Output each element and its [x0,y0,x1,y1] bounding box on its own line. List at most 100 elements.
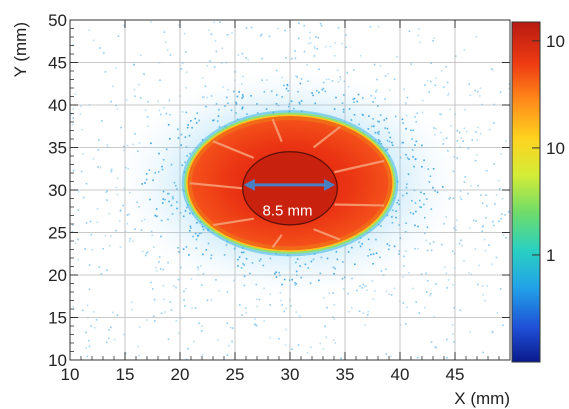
count-dot [467,192,469,195]
count-dot [485,194,487,196]
count-dot [108,244,111,247]
count-dot [429,80,432,83]
count-dot [361,287,364,289]
count-dot [154,320,156,322]
count-dot [106,190,108,193]
count-dot [498,187,501,190]
count-dot [74,242,77,244]
count-dot [226,354,229,356]
count-dot [84,248,86,250]
segment-gap [212,140,255,159]
count-dot [432,40,434,42]
count-dot [365,285,367,287]
count-dot [159,268,162,270]
y-tick-label: 45 [48,54,67,73]
count-dot [183,290,185,293]
count-dot [447,94,449,97]
count-dot [496,312,499,314]
count-dot [493,163,495,165]
count-dot [231,340,233,343]
count-dot [491,331,493,334]
count-dot [129,237,131,240]
count-dot [345,46,347,48]
count-dot [72,117,74,119]
count-dot [277,27,279,30]
count-dot [396,56,398,58]
count-dot [247,58,249,61]
count-dot [447,92,450,95]
count-dot [112,311,114,314]
count-dot [283,310,285,313]
count-dot [201,354,204,356]
count-dot [310,346,312,348]
count-dot [440,113,442,116]
count-dot [403,88,405,91]
count-dot [138,326,141,328]
count-dot [372,298,375,300]
count-dot [285,307,288,310]
count-dot [218,289,221,292]
count-dot [473,219,475,222]
count-dot [377,25,380,28]
count-dot [333,339,335,341]
count-dot [90,233,93,236]
count-dot [433,316,436,318]
count-dot [479,95,481,97]
count-dot [100,166,102,169]
x-axis-title: X (mm) [454,389,510,408]
count-dot [363,285,366,288]
count-dot [441,243,443,246]
count-dot [477,90,479,93]
count-dot [387,73,390,75]
arrow-head-right [324,178,336,191]
count-dot [152,315,155,318]
count-dot [237,54,240,56]
count-dot [90,325,92,327]
count-dot [366,289,368,291]
count-dot [324,45,327,48]
count-dot [116,108,119,110]
count-dot [92,39,95,42]
count-dot [178,24,180,27]
count-dot [183,32,186,35]
count-dot [160,312,163,315]
count-dot [96,221,99,224]
count-dot [226,291,229,293]
count-dot [410,63,413,65]
count-dot [71,124,74,126]
count-dot [155,266,157,269]
count-dot [86,355,89,358]
x-tick-label: 30 [281,365,300,384]
y-tick-label: 50 [48,11,67,30]
count-dot [445,65,447,68]
count-dot [369,25,372,28]
count-dot [156,269,158,272]
count-dot [298,37,300,40]
count-dot [92,157,95,160]
segment-gap [271,234,283,249]
count-dot [480,194,482,196]
count-dot [408,30,411,32]
count-dot [316,48,319,50]
count-dot [110,100,112,103]
count-dot [72,44,74,46]
count-dot [241,314,243,316]
count-dot [80,170,83,173]
count-dot [284,29,286,32]
size-annotation: 8.5 mm [243,178,336,219]
count-dot [479,87,482,89]
segment-gap [189,182,243,190]
count-dot [408,272,410,274]
y-tick-label: 25 [48,224,67,243]
count-dot [226,34,229,36]
count-dot [484,299,486,302]
count-dot [469,94,472,97]
count-dot [500,217,503,220]
count-dot [336,69,339,71]
count-dot [426,291,428,293]
count-dot [475,36,478,38]
count-dot [483,238,486,241]
count-dot [490,68,493,70]
count-dot [455,229,457,231]
count-dot [399,324,402,326]
